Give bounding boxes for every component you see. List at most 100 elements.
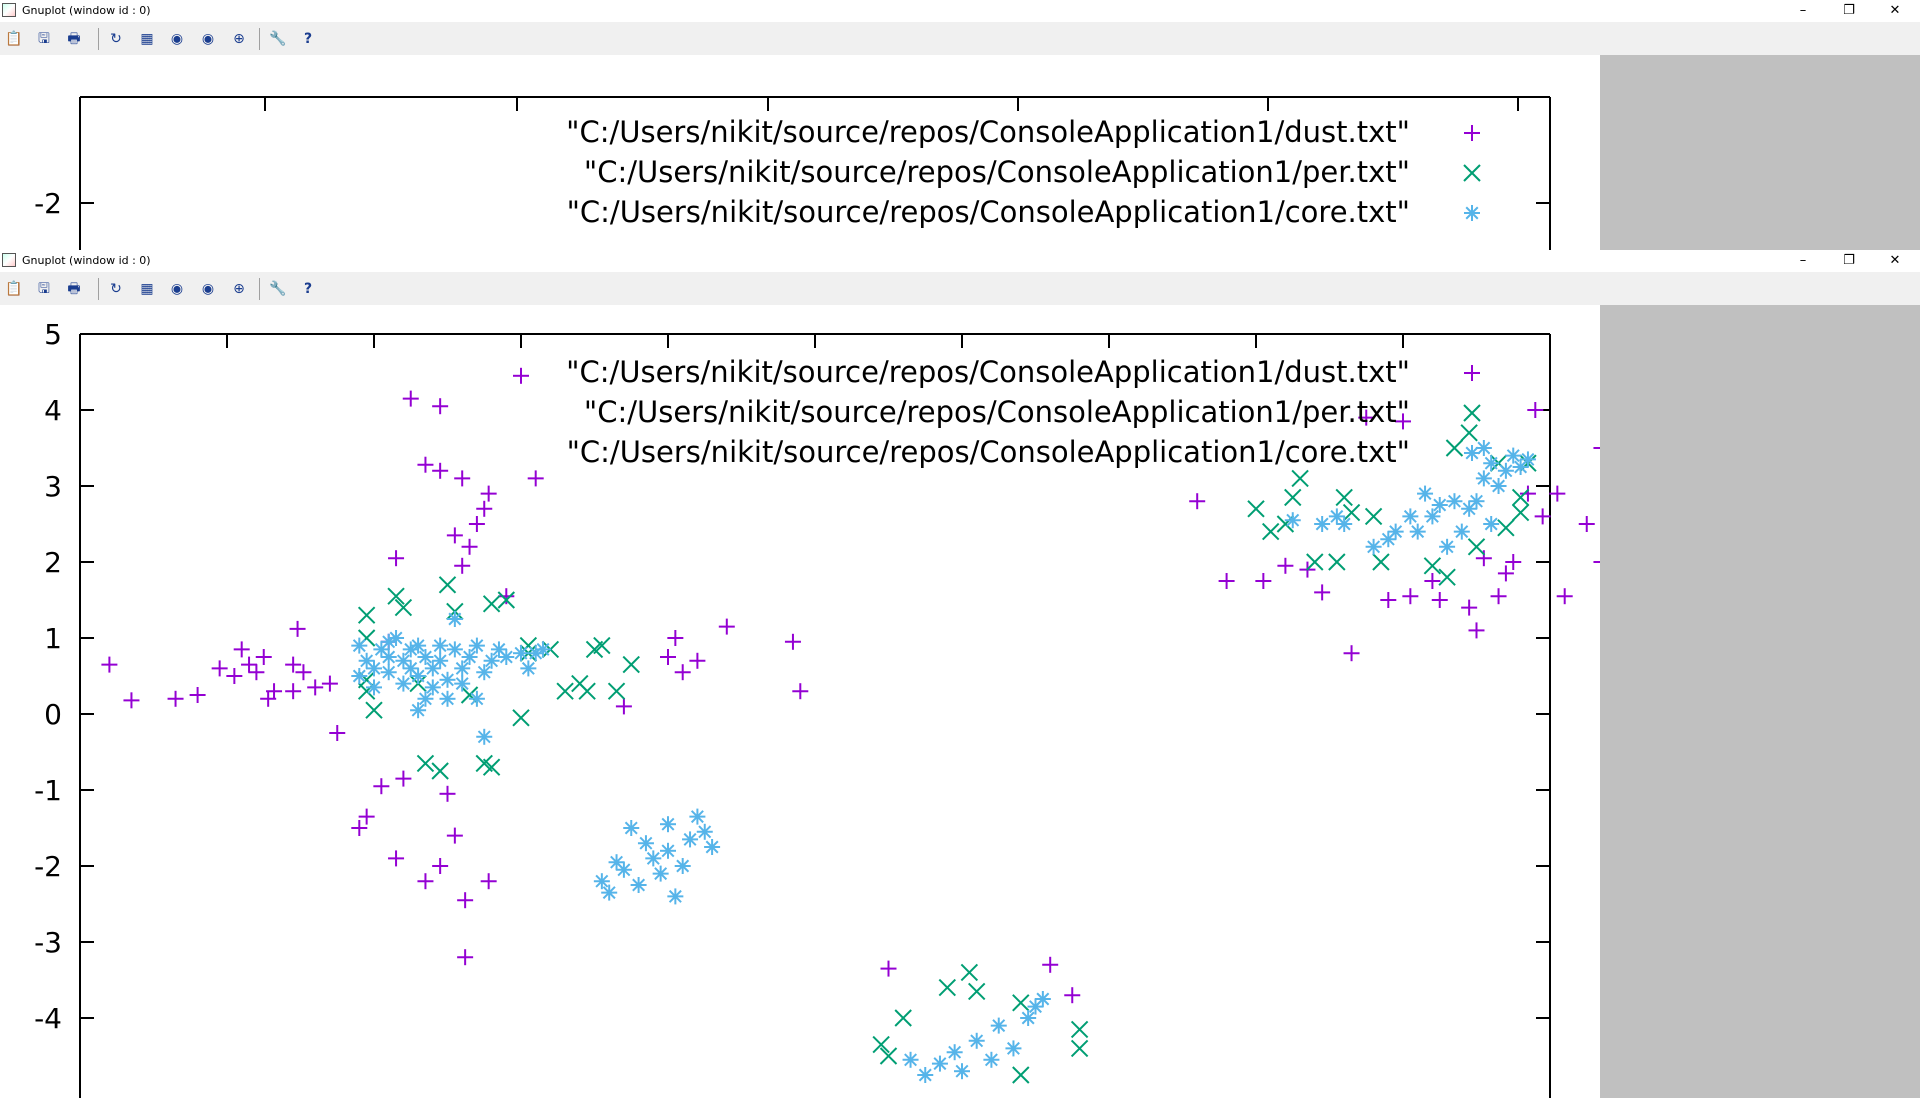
clipboard-icon[interactable]: 📋 — [5, 281, 23, 297]
data-point — [667, 888, 684, 905]
data-point — [1189, 493, 1206, 510]
data-point — [1556, 588, 1573, 605]
data-point — [535, 641, 552, 658]
plot-canvas[interactable]: -2 "C:/Users/nikit/source/repos/ConsoleAp… — [0, 55, 1600, 250]
options-icon[interactable]: 🔧 — [269, 31, 287, 47]
data-point — [1372, 553, 1390, 571]
data-point — [468, 690, 485, 707]
data-point — [480, 485, 497, 502]
data-point — [667, 630, 684, 646]
data-point — [513, 645, 529, 662]
legend-marker — [1463, 404, 1481, 422]
data-point — [373, 778, 390, 795]
y-tick-label: -2 — [34, 850, 62, 883]
minimize-button[interactable]: – — [1799, 3, 1807, 18]
data-point — [439, 690, 456, 707]
series-core — [351, 440, 1536, 1083]
data-point — [366, 660, 382, 677]
plot-canvas[interactable]: 5 4 3 2 1 0 -1 -2 -3 -4 "C:/Users/nikit/source/rep… — [0, 305, 1610, 1098]
data-point — [1549, 485, 1566, 502]
minimize-button[interactable]: – — [1799, 253, 1807, 268]
scatter-plot-back: -2 "C:/Users/nikit/source/repos/ConsoleAp… — [34, 96, 1551, 250]
toolbar-separator — [98, 278, 99, 300]
title-bar[interactable]: Gnuplot (window id : 0) – ❐ ✕ — [0, 0, 1920, 22]
y-tick-label: -1 — [34, 774, 62, 807]
restore-button[interactable]: ❐ — [1843, 3, 1855, 18]
data-point — [424, 679, 441, 696]
data-point — [1431, 497, 1448, 513]
replot-icon[interactable]: ↻ — [110, 281, 122, 297]
data-point — [990, 1017, 1007, 1034]
data-point — [1490, 588, 1507, 605]
data-point — [1483, 455, 1500, 472]
data-point — [454, 660, 471, 677]
help-icon[interactable]: ? — [303, 281, 313, 297]
y-tick-label: 0 — [44, 698, 62, 731]
data-point — [289, 620, 306, 637]
data-point — [1461, 599, 1478, 616]
data-point — [704, 839, 721, 855]
y-tick-label: 1 — [44, 622, 62, 655]
data-point — [1358, 409, 1375, 426]
unzoom-icon[interactable]: ⊕ — [233, 281, 245, 297]
print-icon[interactable]: 🖶 — [67, 31, 81, 47]
data-point — [1284, 488, 1302, 507]
toolbar-separator — [259, 28, 260, 50]
data-point — [1475, 550, 1492, 567]
zoom-next-icon[interactable]: ◉ — [201, 281, 215, 297]
data-point — [674, 858, 691, 874]
data-point — [784, 633, 801, 650]
toolbar-separator — [259, 278, 260, 300]
data-point — [660, 816, 676, 833]
grid-icon[interactable]: ▦ — [140, 281, 154, 297]
data-point — [682, 831, 699, 848]
legend-entry-per: "C:/Users/nikit/source/repos/ConsoleAppl… — [584, 155, 1410, 189]
data-point — [1409, 523, 1426, 540]
gnuplot-window-back[interactable]: Gnuplot (window id : 0) – ❐ ✕ 📋 🖫 🖶 ↻ ▦ … — [0, 0, 1920, 250]
data-point — [457, 949, 474, 966]
data-point — [461, 538, 478, 555]
clipboard-icon[interactable]: 📋 — [5, 31, 23, 47]
zoom-next-icon[interactable]: ◉ — [201, 31, 215, 47]
replot-icon[interactable]: ↻ — [110, 31, 122, 47]
data-point — [101, 656, 118, 673]
unzoom-icon[interactable]: ⊕ — [233, 31, 245, 47]
close-button[interactable]: ✕ — [1889, 3, 1901, 18]
help-icon[interactable]: ? — [303, 31, 313, 47]
data-point — [894, 1009, 912, 1027]
legend-marker — [1463, 164, 1481, 182]
data-point — [880, 960, 897, 977]
copy-icon[interactable]: 🖫 — [38, 281, 50, 297]
data-point — [1364, 507, 1383, 526]
grid-icon[interactable]: ▦ — [140, 31, 154, 47]
data-point — [1070, 1020, 1089, 1039]
print-icon[interactable]: 🖶 — [67, 281, 81, 297]
data-point — [266, 683, 283, 700]
data-point — [1439, 538, 1456, 555]
data-point — [431, 762, 449, 780]
gnuplot-app-icon — [2, 253, 16, 267]
data-point — [1423, 557, 1442, 575]
legend-entry-dust: "C:/Users/nikit/source/repos/ConsoleAppl… — [566, 115, 1410, 149]
data-point — [630, 877, 647, 893]
gnuplot-window-front[interactable]: Gnuplot (window id : 0) – ❐ ✕ 📋 🖫 🖶 ↻ ▦ … — [0, 250, 1920, 1098]
data-point — [593, 873, 610, 890]
data-point — [388, 550, 405, 567]
data-point — [380, 649, 397, 665]
zoom-prev-icon[interactable]: ◉ — [170, 281, 184, 297]
restore-button[interactable]: ❐ — [1843, 253, 1855, 268]
data-point — [432, 637, 449, 654]
data-point — [432, 398, 449, 415]
options-icon[interactable]: 🔧 — [269, 281, 287, 297]
close-button[interactable]: ✕ — [1889, 253, 1901, 268]
data-point — [1453, 523, 1470, 540]
data-point — [645, 850, 662, 867]
data-point — [476, 500, 493, 517]
data-point — [1070, 1039, 1089, 1058]
data-point — [1255, 573, 1272, 589]
copy-icon[interactable]: 🖫 — [38, 31, 50, 47]
title-bar[interactable]: Gnuplot (window id : 0) – ❐ ✕ — [0, 250, 1920, 272]
zoom-prev-icon[interactable]: ◉ — [170, 31, 184, 47]
data-point — [1446, 493, 1463, 510]
data-point — [1365, 538, 1382, 555]
